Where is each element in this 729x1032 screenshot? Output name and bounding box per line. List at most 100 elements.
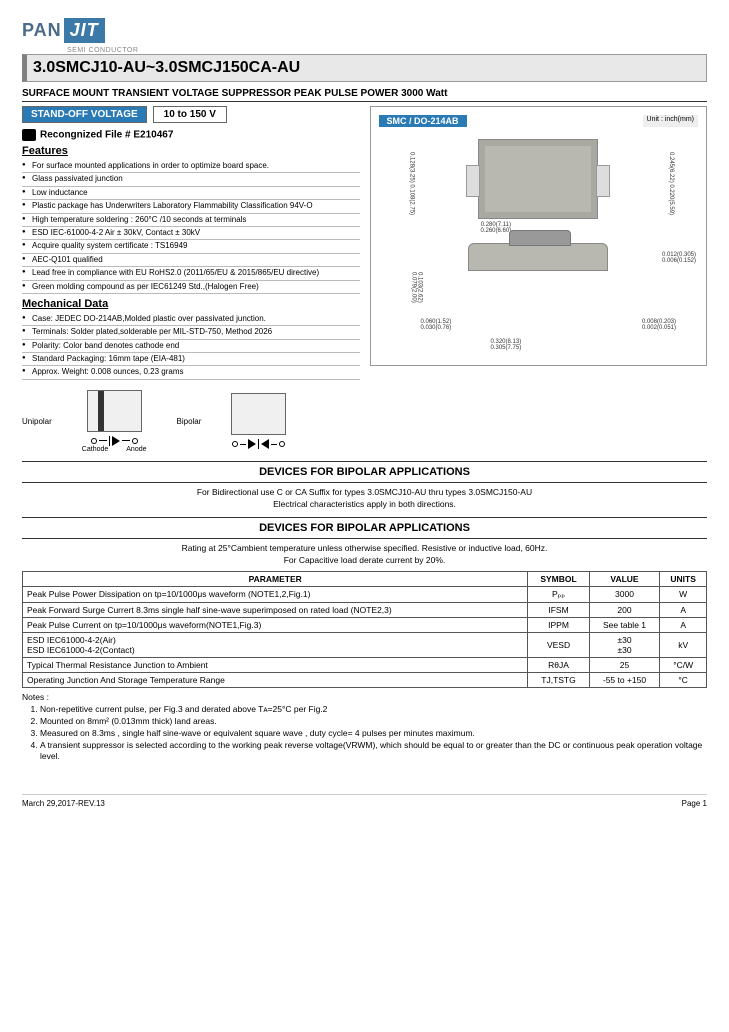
table-cell: 200 bbox=[589, 602, 660, 617]
bipolar-text-2: Electrical characteristics apply in both… bbox=[22, 499, 707, 509]
unipolar-label: Unipolar bbox=[22, 417, 52, 426]
table-cell: A bbox=[660, 602, 707, 617]
table-cell: ±30 ±30 bbox=[589, 632, 660, 657]
cathode-label: Cathode bbox=[82, 446, 108, 453]
table-cell: IPPM bbox=[528, 617, 589, 632]
feature-item: Lead free in compliance with EU RoHS2.0 … bbox=[22, 267, 360, 280]
bipolar-text-1: For Bidirectional use C or CA Suffix for… bbox=[22, 487, 707, 497]
features-title: Features bbox=[22, 145, 360, 157]
feature-item: Plastic package has Underwriters Laborat… bbox=[22, 200, 360, 213]
logo-semi: SEMI CONDUCTOR bbox=[67, 47, 707, 54]
table-cell: °C bbox=[660, 672, 707, 687]
table-row: ESD IEC61000-4-2(Air) ESD IEC61000-4-2(C… bbox=[23, 632, 707, 657]
anode-label: Anode bbox=[126, 446, 146, 453]
feature-item: High temperature soldering : 260°C /10 s… bbox=[22, 214, 360, 227]
mech-item: Case: JEDEC DO-214AB,Molded plastic over… bbox=[22, 313, 360, 326]
table-cell: 3000 bbox=[589, 586, 660, 602]
rating-text-2: For Capacitive load derate current by 20… bbox=[22, 555, 707, 565]
table-row: Peak Pulse Current on tp=10/1000μs wavef… bbox=[23, 617, 707, 632]
package-diagram: SMC / DO-214AB Unit : inch(mm) 0.128(3.2… bbox=[370, 106, 708, 366]
feature-item: Low inductance bbox=[22, 187, 360, 200]
table-cell: 25 bbox=[589, 657, 660, 672]
bipolar-item: Bipolar bbox=[177, 417, 202, 426]
table-cell: Pₚₚ bbox=[528, 586, 589, 602]
footer-page: Page 1 bbox=[682, 799, 707, 808]
standoff-badge: STAND-OFF VOLTAGE bbox=[22, 106, 147, 123]
polarity-row: Unipolar Cathode Anode Bipolar bbox=[22, 390, 707, 453]
left-column: STAND-OFF VOLTAGE 10 to 150 V Recongnize… bbox=[22, 106, 360, 380]
table-header: PARAMETER bbox=[23, 571, 528, 586]
note-item: Non-repetitive current pulse, per Fig.3 … bbox=[40, 704, 707, 715]
footer-date: March 29,2017-REV.13 bbox=[22, 799, 105, 808]
chip-side-view bbox=[468, 243, 608, 271]
bipolar-symbol bbox=[232, 439, 285, 449]
features-list: For surface mounted applications in orde… bbox=[22, 160, 360, 294]
feature-item: Green molding compound as per IEC61249 S… bbox=[22, 281, 360, 294]
table-cell: VESD bbox=[528, 632, 589, 657]
main-title: 3.0SMCJ10-AU~3.0SMCJ150CA-AU bbox=[22, 54, 707, 82]
bipolar-header: DEVICES FOR BIPOLAR APPLICATIONS bbox=[22, 461, 707, 483]
table-cell: Peak Forward Surge Currert 8.3ms single … bbox=[23, 602, 528, 617]
table-cell: IFSM bbox=[528, 602, 589, 617]
table-row: Peak Pulse Power Dissipation on tp=10/10… bbox=[23, 586, 707, 602]
feature-item: Acquire quality system certificate : TS1… bbox=[22, 240, 360, 253]
notes-title: Notes : bbox=[22, 692, 49, 702]
parameters-table: PARAMETERSYMBOLVALUEUNITS Peak Pulse Pow… bbox=[22, 571, 707, 688]
table-cell: See table 1 bbox=[589, 617, 660, 632]
mech-item: Terminals: Solder plated,solderable per … bbox=[22, 326, 360, 339]
table-cell: RθJA bbox=[528, 657, 589, 672]
dim-1: 0.128(3.25) 0.108(2.75) bbox=[409, 152, 415, 215]
mech-title: Mechanical Data bbox=[22, 298, 360, 310]
pkg-unit: Unit : inch(mm) bbox=[643, 115, 698, 127]
table-row: Operating Junction And Storage Temperatu… bbox=[23, 672, 707, 687]
recognized-file: Recongnized File # E210467 bbox=[22, 129, 360, 141]
unipolar-box bbox=[87, 390, 142, 432]
standoff-value: 10 to 150 V bbox=[153, 106, 227, 123]
table-cell: Operating Junction And Storage Temperatu… bbox=[23, 672, 528, 687]
table-cell: kV bbox=[660, 632, 707, 657]
footer: March 29,2017-REV.13 Page 1 bbox=[22, 794, 707, 808]
note-item: Measured on 8.3ms , single half sine-wav… bbox=[40, 728, 707, 739]
logo-pan: PAN bbox=[22, 20, 62, 41]
feature-item: Glass passivated junction bbox=[22, 173, 360, 186]
rating-text-1: Rating at 25°Cambient temperature unless… bbox=[22, 543, 707, 553]
mech-item: Polarity: Color band denotes cathode end bbox=[22, 340, 360, 353]
dim-4: 0.012(0.305) 0.006(0.152) bbox=[662, 252, 696, 264]
table-cell: ESD IEC61000-4-2(Air) ESD IEC61000-4-2(C… bbox=[23, 632, 528, 657]
bipolar-label: Bipolar bbox=[177, 417, 202, 426]
right-column: SMC / DO-214AB Unit : inch(mm) 0.128(3.2… bbox=[370, 106, 708, 380]
dim-7: 0.008(0.203) 0.002(0.051) bbox=[642, 319, 676, 331]
table-cell: TJ,TSTG bbox=[528, 672, 589, 687]
table-row: Peak Forward Surge Currert 8.3ms single … bbox=[23, 602, 707, 617]
bipolar-box bbox=[231, 393, 286, 435]
table-header: VALUE bbox=[589, 571, 660, 586]
feature-item: ESD IEC-61000-4-2 Air ± 30kV, Contact ± … bbox=[22, 227, 360, 240]
table-header: SYMBOL bbox=[528, 571, 589, 586]
notes: Notes : Non-repetitive current pulse, pe… bbox=[22, 692, 707, 762]
mech-list: Case: JEDEC DO-214AB,Molded plastic over… bbox=[22, 313, 360, 380]
logo-jit: JIT bbox=[64, 18, 105, 43]
pkg-label: SMC / DO-214AB bbox=[379, 115, 467, 127]
dim-3: 0.280(7.11) 0.260(6.60) bbox=[481, 222, 512, 234]
chip-top-view bbox=[478, 139, 598, 219]
mech-item: Standard Packaging: 16mm tape (EIA-481) bbox=[22, 353, 360, 366]
dim-5: 0.103(2.62) 0.079(2.00) bbox=[411, 272, 423, 303]
dim-2: 0.245(6.22) 0.220(5.59) bbox=[668, 152, 674, 215]
subtitle: SURFACE MOUNT TRANSIENT VOLTAGE SUPPRESS… bbox=[22, 88, 707, 102]
table-row: Typical Thermal Resistance Junction to A… bbox=[23, 657, 707, 672]
table-cell: W bbox=[660, 586, 707, 602]
table-cell: Peak Pulse Current on tp=10/1000μs wavef… bbox=[23, 617, 528, 632]
table-cell: -55 to +150 bbox=[589, 672, 660, 687]
table-cell: °C/W bbox=[660, 657, 707, 672]
logo: PAN JIT bbox=[22, 18, 707, 43]
note-item: A transient suppressor is selected accor… bbox=[40, 740, 707, 762]
dim-6: 0.060(1.52) 0.030(0.76) bbox=[421, 319, 452, 331]
table-cell: Peak Pulse Power Dissipation on tp=10/10… bbox=[23, 586, 528, 602]
feature-item: AEC-Q101 qualified bbox=[22, 254, 360, 267]
unipolar-item: Unipolar bbox=[22, 417, 52, 426]
dim-8: 0.320(8.13) 0.305(7.75) bbox=[491, 339, 522, 351]
unipolar-symbol bbox=[91, 436, 138, 446]
note-item: Mounted on 8mm² (0.013mm thick) land are… bbox=[40, 716, 707, 727]
rating-header: DEVICES FOR BIPOLAR APPLICATIONS bbox=[22, 517, 707, 539]
mech-item: Approx. Weight: 0.008 ounces, 0.23 grams bbox=[22, 366, 360, 379]
